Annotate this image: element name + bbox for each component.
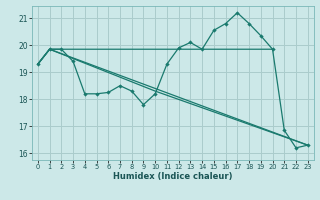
X-axis label: Humidex (Indice chaleur): Humidex (Indice chaleur) xyxy=(113,172,233,181)
